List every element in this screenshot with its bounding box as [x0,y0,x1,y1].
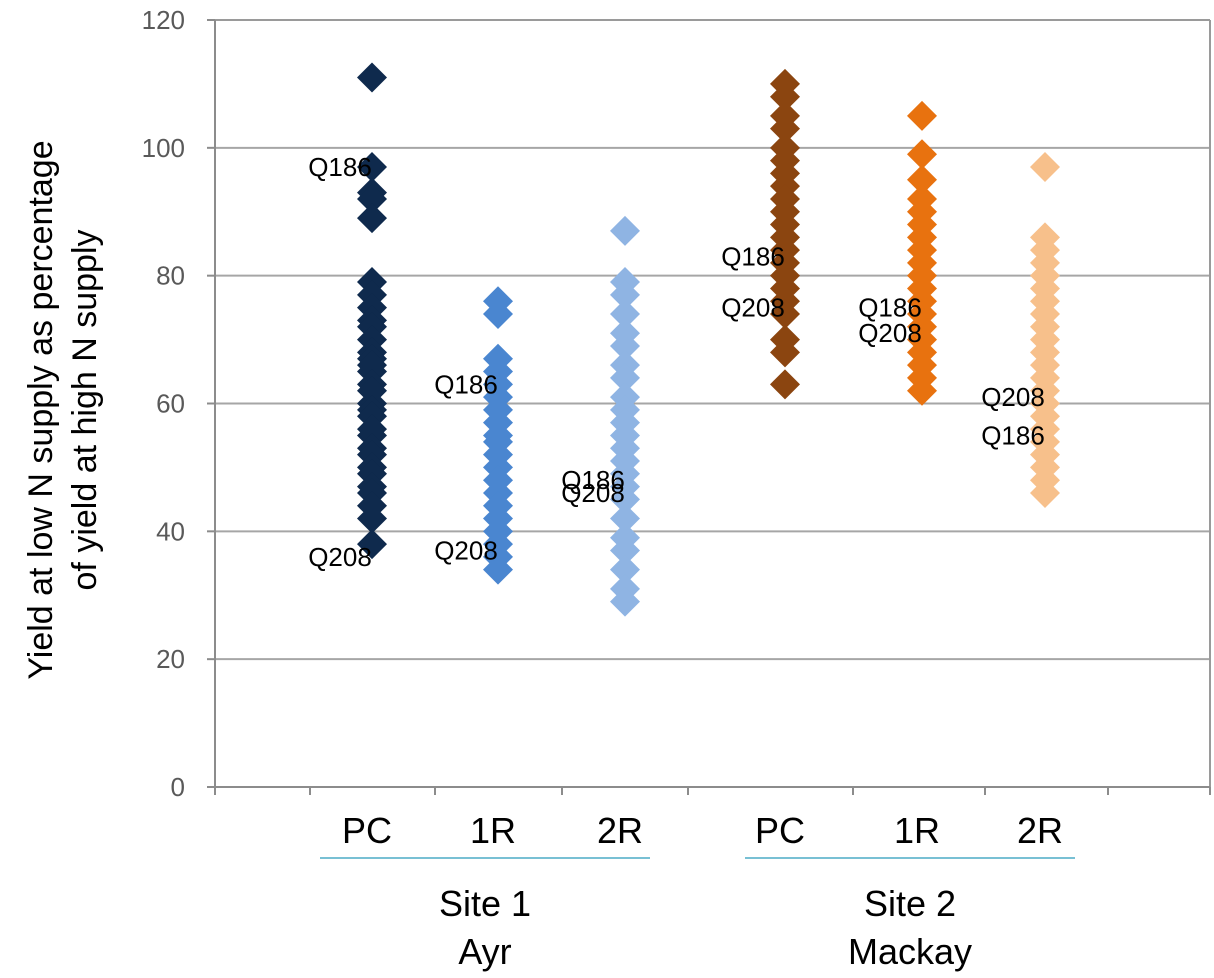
data-point [770,81,800,112]
data-point [1030,152,1060,183]
y-tick-label: 20 [156,644,185,674]
data-point [1030,477,1060,508]
y-tick-labels: 0 20 40 60 80 100 120 [142,5,185,802]
data-point [610,215,640,246]
y-tick-label: 120 [142,5,185,35]
data-point [357,503,387,534]
annotation-label: Q186 [721,241,785,271]
x-category-label: 2R [597,810,643,851]
y-tick-label: 40 [156,516,185,546]
data-point [610,330,640,361]
annotation-label: Q186 [858,293,922,323]
annotation-label: Q208 [434,536,498,566]
x-category-label: 1R [470,810,516,851]
data-point [610,554,640,585]
annotation-label: Q186 [561,465,625,495]
annotation-label: Q208 [308,542,372,572]
annotation-label: Q186 [981,420,1045,450]
group-labels: Site 1 Ayr Site 2 Mackay [320,857,1075,972]
annotation-label: Q186 [308,152,372,182]
group-label: Mackay [848,931,972,972]
data-points [357,62,1060,617]
data-point [483,299,513,330]
annotation-label: Q208 [561,478,625,508]
annotation-label: Q208 [858,318,922,348]
annotation-label: Q208 [981,382,1045,412]
data-point [770,113,800,144]
y-tick-label: 100 [142,133,185,163]
series-site-2-pc [770,68,800,400]
annotation-label: Q186 [434,369,498,399]
data-point [770,369,800,400]
series-site-1-pc [357,62,387,560]
data-point [610,503,640,534]
group-label: Ayr [458,931,511,972]
annotation-label: Q208 [721,293,785,323]
data-point [357,183,387,214]
data-point [610,362,640,393]
data-point [770,299,800,330]
y-tick-label: 0 [171,772,185,802]
data-point [483,554,513,585]
x-category-label: PC [342,810,392,851]
data-point [610,299,640,330]
data-point [357,203,387,234]
series-site-2-2r [1030,152,1060,508]
data-point [357,152,387,183]
series-site-1-2r [610,215,640,617]
data-point [610,279,640,310]
y-axis-label-line: of yield at high N supply [66,230,104,591]
series-site-1-1r [483,286,513,585]
y-tick-label: 60 [156,389,185,419]
x-category-label: 2R [1017,810,1063,851]
data-point [610,586,640,617]
data-point [357,529,387,560]
x-category-label: PC [755,810,805,851]
data-point [610,484,640,515]
data-point [907,139,937,170]
axes [207,19,1211,795]
data-point [907,164,937,195]
data-point [770,337,800,368]
y-axis-label-line: Yield at low N supply as percentage [22,140,60,679]
category-labels: PC 1R 2R PC 1R 2R [342,810,1063,851]
x-category-label: 1R [894,810,940,851]
series-site-2-1r [907,100,937,406]
data-point [907,375,937,406]
y-tick-label: 80 [156,261,185,291]
data-point [357,62,387,93]
group-label: Site 1 [439,883,531,924]
group-label: Site 2 [864,883,956,924]
data-point [610,535,640,566]
data-point [907,100,937,131]
y-axis-label: Yield at low N supply as percentage of yi… [22,140,104,679]
